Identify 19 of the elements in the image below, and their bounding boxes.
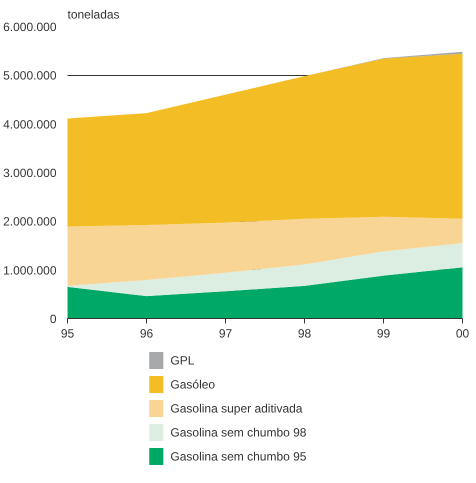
x-tick-label: 99 xyxy=(376,326,390,340)
x-tick-label: 95 xyxy=(60,326,74,340)
y-axis-title: toneladas xyxy=(68,8,120,22)
x-tick-label: 97 xyxy=(218,326,232,340)
x-tick-label: 00 xyxy=(456,326,470,340)
legend-label: Gasolina super aditivada xyxy=(170,402,303,416)
legend-label: Gasolina sem chumbo 98 xyxy=(170,426,307,440)
legend-label: Gasolina sem chumbo 95 xyxy=(170,450,307,464)
y-tick-label: 0 xyxy=(50,312,57,326)
y-tick-label: 5.000.000 xyxy=(3,68,57,83)
y-tick-label: 1.000.000 xyxy=(3,263,57,278)
y-tick-label: 4.000.000 xyxy=(3,117,57,132)
legend-label: GPL xyxy=(170,354,195,368)
y-tick-label: 3.000.000 xyxy=(3,166,57,180)
x-tick-label: 98 xyxy=(298,326,312,340)
x-tick-label: 96 xyxy=(140,326,154,340)
y-tick-label: 2.000.000 xyxy=(3,214,57,229)
y-tick-label: 6.000.000 xyxy=(3,20,57,34)
legend-label: Gasóleo xyxy=(170,378,216,392)
